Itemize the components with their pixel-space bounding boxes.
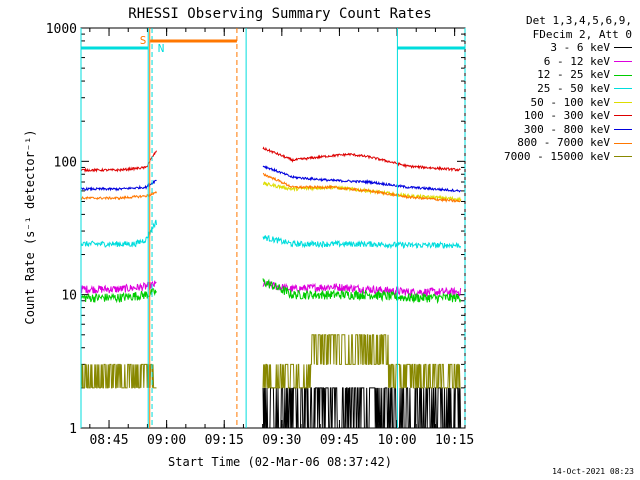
series-line-5 — [262, 146, 461, 173]
series-line-3 — [80, 219, 157, 248]
series-line-6 — [262, 165, 462, 193]
series-line-7 — [80, 190, 157, 201]
legend-swatch — [614, 47, 632, 49]
series-line-2 — [80, 288, 157, 304]
legend-item-50-100: 50 - 100 keV — [480, 96, 632, 110]
legend-swatch — [614, 74, 632, 76]
series-line-8 — [262, 334, 461, 389]
legend-swatch — [614, 156, 632, 158]
legend-item-3-6: 3 - 6 keV — [480, 41, 632, 55]
x-tick-label: 08:45 — [89, 433, 128, 448]
y-tick-label: 1000 — [46, 22, 77, 37]
legend-label: 3 - 6 keV — [550, 41, 610, 55]
series-line-3 — [262, 235, 462, 250]
legend-swatch — [614, 142, 632, 144]
plot-area: 1 10 100 1000 08:45 09:00 09:15 09:30 09:45 10:00… — [46, 22, 475, 448]
x-tick-label: 09:45 — [320, 433, 359, 448]
y-tick-label: 1 — [69, 422, 77, 437]
series-line-0 — [262, 387, 462, 429]
legend-label: 50 - 100 keV — [530, 95, 610, 109]
x-tick-label: 09:00 — [147, 433, 186, 448]
x-tick-label: 09:15 — [205, 433, 244, 448]
legend-item-6-12: 6 - 12 keV — [480, 55, 632, 69]
x-tick-label: 09:30 — [262, 433, 301, 448]
series-line-4 — [262, 181, 462, 203]
legend-swatch — [614, 129, 632, 131]
legend-header-detectors: Det 1,3,4,5,6,9, — [526, 14, 632, 27]
legend: Det 1,3,4,5,6,9, FDecim 2, Att 0 3 - 6 k… — [480, 14, 632, 164]
legend-swatch — [614, 88, 632, 90]
legend-label: 6 - 12 keV — [543, 54, 610, 68]
y-tick-label: 10 — [61, 289, 77, 304]
legend-label: 7000 - 15000 keV — [504, 149, 610, 163]
saa-label: S — [140, 34, 147, 47]
night-label: N — [158, 42, 165, 55]
series-line-7 — [262, 172, 461, 203]
x-axis-label: Start Time (02-Mar-06 08:37:42) — [168, 455, 392, 469]
legend-swatch — [614, 115, 632, 117]
legend-item-12-25: 12 - 25 keV — [480, 68, 632, 82]
legend-label: 300 - 800 keV — [523, 122, 610, 136]
legend-swatch — [614, 61, 632, 63]
series-line-2 — [262, 278, 462, 305]
legend-label: 25 - 50 keV — [537, 81, 610, 95]
legend-item-100-300: 100 - 300 keV — [480, 109, 632, 123]
legend-item-800-7000: 800 - 7000 keV — [480, 136, 632, 150]
y-axis-label: Count Rate (s⁻¹ detector⁻¹) — [23, 129, 37, 324]
legend-label: 800 - 7000 keV — [517, 136, 610, 150]
y-tick-label: 100 — [54, 155, 77, 170]
generation-date: 14-Oct-2021 08:23 — [552, 467, 634, 476]
legend-item-25-50: 25 - 50 keV — [480, 82, 632, 96]
series-line-1 — [80, 280, 157, 295]
legend-item-7000-15000: 7000 - 15000 keV — [480, 150, 632, 164]
legend-swatch — [614, 101, 632, 103]
series-line-1 — [262, 280, 462, 298]
legend-label: 12 - 25 keV — [537, 68, 610, 82]
legend-label: 100 - 300 keV — [523, 109, 610, 123]
chart-title: RHESSI Observing Summary Count Rates — [128, 6, 431, 22]
series-line-5 — [80, 150, 157, 173]
legend-header-decimation: FDecim 2, Att 0 — [532, 27, 632, 41]
series-line-6 — [81, 179, 157, 192]
series-line-8 — [80, 363, 157, 389]
x-tick-label: 10:15 — [435, 433, 474, 448]
legend-item-300-800: 300 - 800 keV — [480, 123, 632, 137]
x-tick-label: 10:00 — [377, 433, 416, 448]
